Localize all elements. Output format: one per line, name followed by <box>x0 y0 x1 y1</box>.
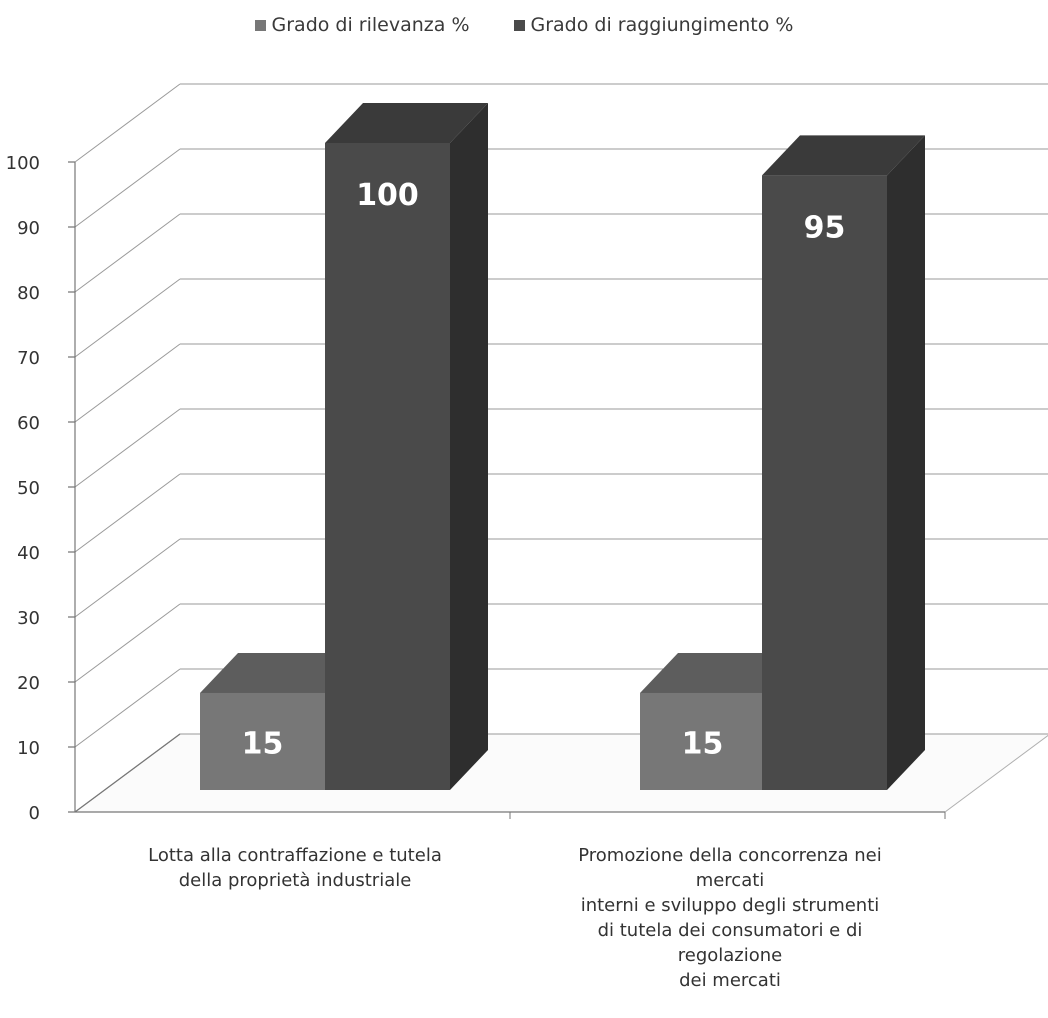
bar-c0-s1 <box>325 143 450 790</box>
category-label-2: Promozione della concorrenza nei mercati… <box>578 845 882 991</box>
legend-label-rilevanza: Grado di rilevanza % <box>271 14 470 36</box>
bar-c1-s0 <box>640 692 765 790</box>
gridline-side-60 <box>74 343 181 423</box>
bar-c1-s1 <box>762 175 887 791</box>
y-tick-label-50: 50 <box>17 478 40 499</box>
legend: Grado di rilevanza % Grado di raggiungim… <box>0 14 1048 36</box>
data-label-c0-s0: 15 <box>242 726 284 761</box>
legend-swatch-raggiungimento <box>513 19 525 31</box>
bar-side-c0-s1 <box>450 103 488 790</box>
data-label-c0-s1: 100 <box>356 178 419 213</box>
y-tick-label-40: 40 <box>17 543 40 564</box>
y-tick-label-70: 70 <box>17 348 40 369</box>
legend-item-rilevanza: Grado di rilevanza % <box>254 14 470 36</box>
y-tick-label-80: 80 <box>17 283 40 304</box>
gridline-side-30 <box>74 538 181 618</box>
gridline-side-90 <box>74 148 181 228</box>
bar-side-c1-s1 <box>887 135 925 791</box>
y-tick-label-10: 10 <box>17 738 40 759</box>
gridline-side-100 <box>74 83 181 163</box>
bar-top-c0-s1 <box>325 103 488 143</box>
data-label-c1-s1: 95 <box>804 210 846 245</box>
depth-axis <box>74 733 181 813</box>
gridline-side-40 <box>74 473 181 553</box>
gridline-side-20 <box>74 603 181 683</box>
bar-top-c1-s1 <box>762 135 925 176</box>
data-label-c1-s0: 15 <box>682 726 724 761</box>
gridline-side-80 <box>74 213 181 293</box>
legend-swatch-rilevanza <box>254 19 266 31</box>
y-tick-label-100: 100 <box>6 153 40 174</box>
category-label-1: Lotta alla contraffazione e tutela della… <box>148 845 442 891</box>
gridline-side-70 <box>74 278 181 358</box>
y-tick-label-30: 30 <box>17 608 40 629</box>
y-tick-label-60: 60 <box>17 413 40 434</box>
bar-c0-s0 <box>200 692 325 790</box>
gridline-side-10 <box>74 668 181 748</box>
legend-item-raggiungimento: Grado di raggiungimento % <box>513 14 794 36</box>
y-tick-label-90: 90 <box>17 218 40 239</box>
y-tick-label-0: 0 <box>29 803 40 824</box>
legend-label-raggiungimento: Grado di raggiungimento % <box>530 14 794 36</box>
bar-top-c0-s0 <box>200 652 363 693</box>
y-tick-label-20: 20 <box>17 673 40 694</box>
gridline-side-50 <box>74 408 181 488</box>
